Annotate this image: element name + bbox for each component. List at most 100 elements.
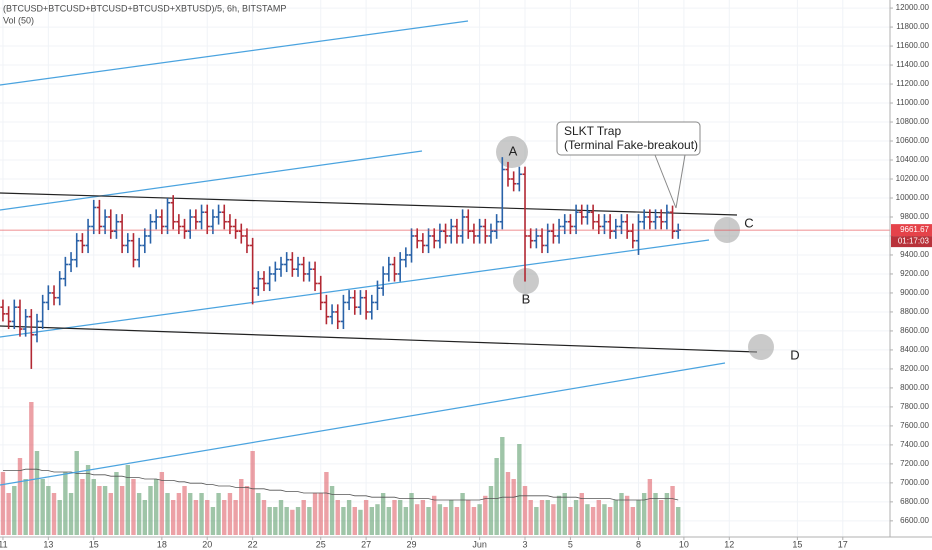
- x-tick-label: 20: [202, 539, 212, 549]
- x-tick-label: 29: [407, 539, 417, 549]
- volume-bar: [466, 500, 471, 535]
- y-tick-label: 11200.00: [896, 79, 929, 88]
- x-tick-label: 10: [679, 539, 689, 549]
- y-tick-label: 6600.00: [900, 516, 929, 525]
- y-tick-label: 8000.00: [900, 383, 929, 392]
- volume-bar: [57, 500, 62, 535]
- volume-bar: [568, 507, 573, 535]
- annotation: C: [744, 215, 753, 230]
- volume-bar: [664, 493, 670, 535]
- volume-bar: [488, 486, 494, 535]
- volume-bar: [85, 465, 91, 535]
- y-tick-label: 10400.00: [896, 155, 930, 164]
- volume-bar: [346, 500, 352, 535]
- y-tick-label: 9000.00: [900, 288, 929, 297]
- volume-bar: [278, 500, 284, 535]
- y-tick-label: 11000.00: [896, 98, 929, 107]
- volume-bar: [630, 507, 636, 535]
- volume-bar: [136, 493, 142, 535]
- volume-bar: [449, 500, 454, 535]
- volume-bar: [670, 486, 675, 535]
- volume-bar: [233, 500, 238, 535]
- grid-layer: [0, 0, 890, 537]
- volume-bar: [443, 507, 448, 535]
- volume-bar: [114, 472, 119, 535]
- volume-bar: [409, 493, 414, 535]
- y-tick-label: 9400.00: [900, 250, 929, 259]
- volume-bar: [585, 504, 590, 535]
- volume-bar: [142, 500, 148, 535]
- volume-bar: [34, 451, 40, 535]
- y-tick-label: 6800.00: [900, 497, 929, 506]
- volume-bar: [437, 504, 443, 535]
- x-tick-label: 25: [316, 539, 326, 549]
- volume-bar: [403, 507, 409, 535]
- volume-bar: [573, 500, 579, 535]
- volume-bar: [159, 472, 165, 535]
- chart-subtitle: Vol (50): [3, 15, 34, 25]
- volume-bar: [210, 507, 216, 535]
- callout-text: (Terminal Fake-breakout): [564, 138, 698, 152]
- x-tick-label: 11: [0, 539, 8, 549]
- callout-pointer: [654, 154, 677, 209]
- volume-bar: [602, 504, 607, 535]
- volume-bar: [477, 504, 482, 535]
- volume-bar: [51, 493, 57, 535]
- volume-bar: [131, 479, 136, 535]
- y-tick-label: 7400.00: [900, 440, 929, 449]
- y-tick-label: 7600.00: [900, 421, 929, 430]
- volume-bar: [108, 493, 113, 535]
- callout-title: SLKT Trap: [564, 124, 621, 138]
- volume-bar: [295, 507, 301, 535]
- volume-bar: [222, 500, 227, 535]
- y-tick-label: 8600.00: [900, 326, 929, 335]
- volume-bar: [471, 507, 477, 535]
- y-tick-label: 11800.00: [896, 22, 929, 31]
- volume-bar: [528, 500, 533, 535]
- volume-bar: [511, 479, 516, 535]
- volume-bar: [312, 493, 318, 535]
- volume-bar: [607, 507, 613, 535]
- volume-bar: [545, 500, 550, 535]
- volume-bar: [414, 504, 420, 535]
- volume-bar: [483, 495, 488, 535]
- volume-bar: [244, 486, 250, 535]
- volume-bar: [273, 507, 278, 535]
- y-tick-label: 10200.00: [896, 174, 930, 183]
- volume-bar: [596, 500, 601, 535]
- trend-line: [0, 239, 710, 338]
- volume-bar: [624, 495, 630, 535]
- volume-bar: [216, 493, 221, 535]
- volume-bar: [267, 507, 272, 535]
- volume-bar: [284, 507, 289, 535]
- volume-bar: [176, 493, 182, 535]
- volume-bar: [23, 479, 28, 535]
- x-tick-label: 18: [157, 539, 167, 549]
- annotation: D: [790, 347, 799, 362]
- trend-line: [0, 362, 726, 486]
- volume-bar: [676, 507, 681, 535]
- annotation: B: [522, 291, 531, 306]
- volume-bar: [290, 509, 295, 535]
- marker-circle: [496, 136, 528, 168]
- volume-bar: [386, 507, 392, 535]
- volume-bar: [188, 493, 193, 535]
- volume-bar: [6, 493, 11, 535]
- volume-bar: [556, 495, 562, 535]
- price-layer: [0, 157, 890, 369]
- volume-bar: [165, 493, 170, 535]
- volume-bar: [358, 509, 363, 535]
- volume-bar: [40, 479, 45, 535]
- volume-bar: [301, 500, 306, 535]
- x-tick-label: 12: [724, 539, 734, 549]
- y-tick-label: 10600.00: [896, 136, 930, 145]
- volume-bar: [505, 472, 511, 535]
- volume-bar: [369, 507, 374, 535]
- y-tick-label: 8800.00: [900, 307, 929, 316]
- volume-bar: [500, 437, 505, 535]
- volume-bar: [329, 486, 335, 535]
- volume-bar: [636, 500, 641, 535]
- volume-bar: [324, 472, 329, 535]
- x-tick-label: Jun: [472, 539, 487, 549]
